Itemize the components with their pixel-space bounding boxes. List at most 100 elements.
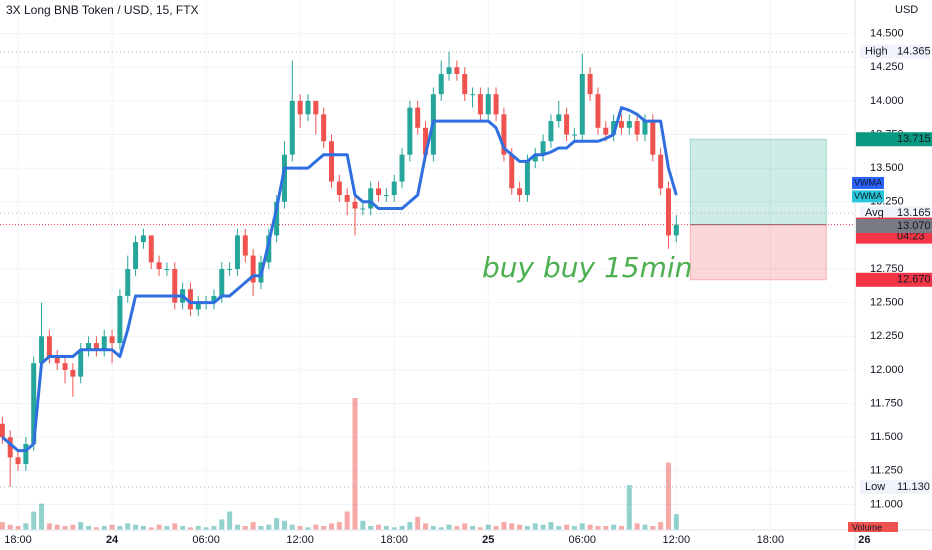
volume-bar (227, 511, 233, 530)
candle-body (164, 269, 170, 271)
volume-bar (242, 526, 248, 530)
candle-body (70, 369, 76, 377)
volume-bar (305, 527, 311, 530)
volume-bar (46, 523, 52, 530)
volume-bar (376, 524, 382, 530)
candle-body (148, 235, 154, 263)
y-tick-label: 12.500 (870, 297, 904, 309)
volume-bar (274, 518, 280, 530)
candle-body (274, 201, 280, 236)
volume-bar (618, 526, 624, 530)
price-badge (856, 132, 932, 147)
position-zones (689, 138, 827, 281)
candle-body (579, 73, 585, 135)
volume-bar (532, 523, 538, 530)
indicator-lines (1, 106, 678, 453)
candle-body (470, 94, 476, 96)
volume-bar (313, 524, 319, 530)
candle-body (642, 121, 648, 135)
candle-body (611, 121, 617, 135)
x-tick-label: 18:00 (4, 534, 32, 546)
x-tick-label: 06:00 (192, 534, 220, 546)
volume-bar (352, 398, 358, 530)
y-tick-label: 11.750 (870, 397, 903, 409)
volume-bar (328, 523, 334, 530)
level-name: High (865, 46, 888, 58)
candle-body (548, 121, 554, 142)
candle-body (39, 336, 45, 364)
candle-body (227, 269, 233, 271)
volume-bar (485, 524, 491, 530)
vwma-badge (852, 190, 884, 203)
candle-body (415, 107, 421, 128)
volume-bar (289, 524, 295, 530)
volume-bar (195, 526, 201, 530)
volume-bar (7, 524, 13, 530)
volume-bar (117, 526, 123, 530)
volume-bar (595, 526, 601, 530)
candle-body (328, 141, 334, 182)
volume-bar (470, 526, 476, 530)
x-tick-label: 12:00 (286, 534, 314, 546)
candle-body (438, 73, 444, 95)
candle-body (125, 269, 131, 296)
volume-bar (611, 524, 617, 530)
candle-body (78, 349, 84, 377)
candle-body (634, 121, 640, 135)
candle-body (376, 188, 382, 196)
volume-bar (571, 526, 577, 530)
candle-body (391, 181, 397, 196)
candle-body (658, 154, 664, 189)
volume-bars (0, 398, 679, 530)
level-value: 14.365 (897, 46, 931, 58)
candle-body (564, 114, 570, 135)
volume-bar (391, 527, 397, 530)
axes: 14.50014.25014.00013.75013.50013.25012.7… (4, 28, 932, 546)
volume-bar (187, 527, 193, 530)
volume-bar (501, 522, 507, 530)
y-tick-label: 14.250 (870, 61, 904, 73)
candle-body (297, 100, 303, 115)
vwma-line (1, 106, 678, 453)
candle-body (407, 107, 413, 155)
volume-bar (54, 524, 60, 530)
volume-bar (430, 526, 436, 530)
volume-bar (23, 523, 29, 530)
volume-bar (642, 524, 648, 530)
volume-bar (665, 462, 671, 530)
volume-bar (39, 503, 45, 530)
level-value: 13.165 (897, 207, 931, 219)
x-tick-label: 06:00 (569, 534, 597, 546)
price-badge (856, 272, 932, 287)
currency-label: USD (895, 4, 918, 16)
volume-bar (164, 526, 170, 530)
candle-body (321, 114, 327, 142)
volume-bar (344, 511, 350, 530)
candle-body (524, 161, 530, 196)
candle-body (344, 195, 350, 202)
candle-body (399, 154, 405, 182)
volume-bar (62, 526, 68, 530)
y-tick-label: 14.500 (870, 28, 904, 40)
volume-bar (156, 524, 162, 530)
y-tick-label: 11.000 (870, 498, 903, 510)
candle-body (117, 295, 123, 344)
candle-body (133, 242, 139, 270)
x-tick-label: 18:00 (757, 534, 785, 546)
volume-bar (493, 526, 499, 530)
candle-body (532, 154, 538, 162)
volume-bar (148, 527, 154, 530)
candle-body (187, 289, 193, 310)
level-name: Avg (865, 207, 884, 219)
volume-bar (15, 526, 21, 530)
price-levels (0, 51, 855, 488)
volume-bar (203, 527, 209, 530)
candle-body (571, 134, 577, 136)
candle-body (509, 154, 515, 189)
candle-body (665, 188, 671, 236)
candle-body (195, 302, 201, 310)
volume-bar (407, 522, 413, 530)
volume-bar (368, 526, 374, 530)
volume-bar (93, 527, 99, 530)
y-tick-label: 11.250 (870, 465, 903, 477)
